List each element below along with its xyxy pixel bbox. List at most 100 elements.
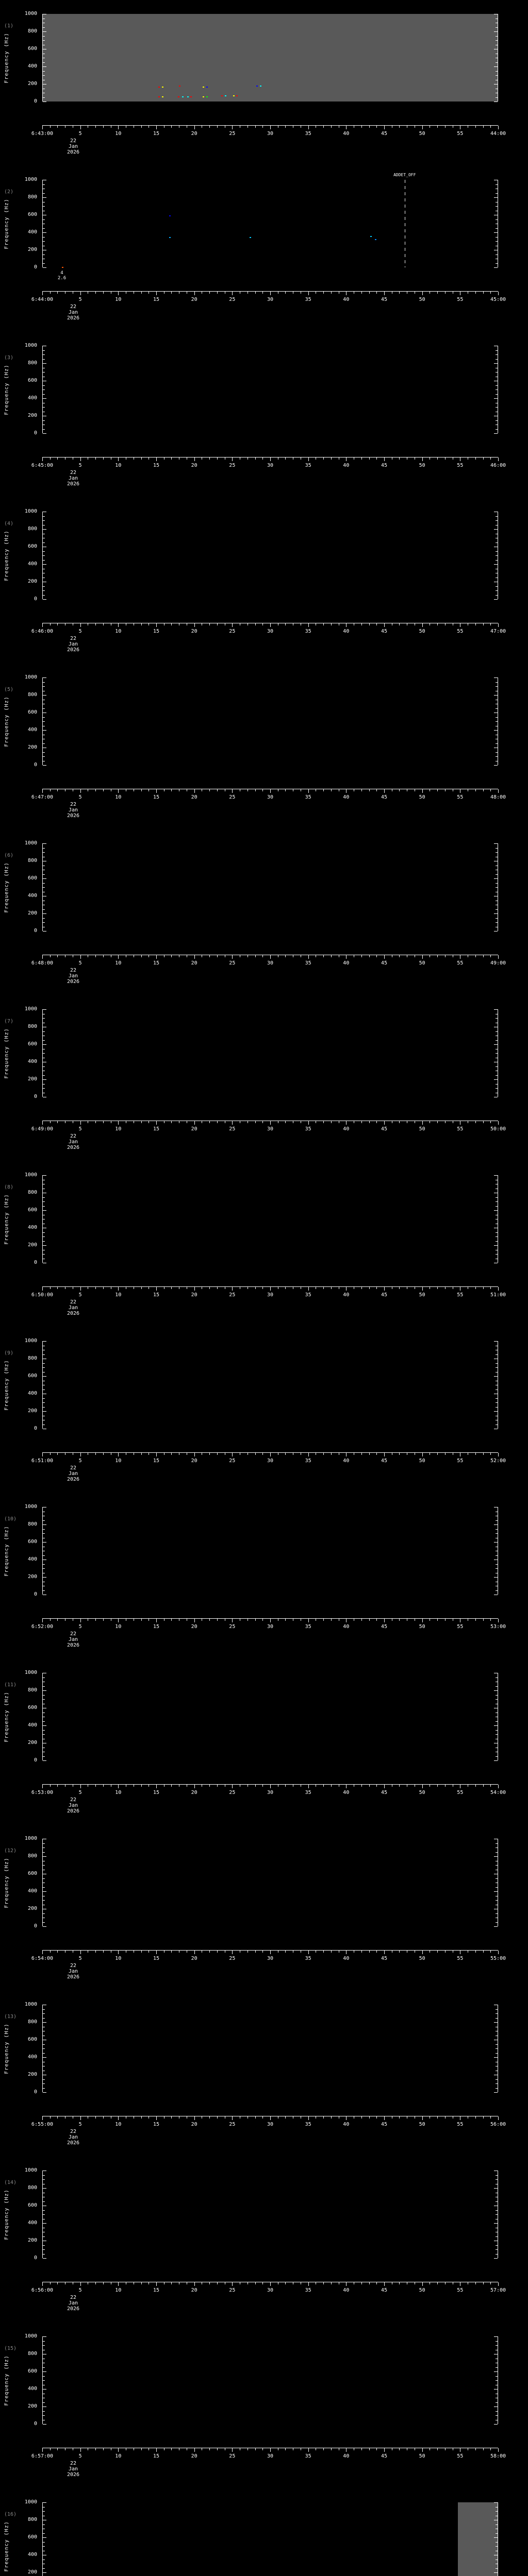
plot-area bbox=[42, 512, 498, 600]
y-tick-label: 200 bbox=[27, 413, 37, 418]
y-tick-labels: 0 200 400 600 800 1000 bbox=[0, 675, 40, 768]
y-tick bbox=[496, 1241, 498, 1242]
x-tick bbox=[42, 126, 43, 129]
x-tick-label: 50 bbox=[419, 2122, 425, 2127]
x-tick bbox=[490, 126, 491, 128]
y-tick bbox=[496, 2236, 498, 2237]
y-tick-label: 0 bbox=[34, 2089, 37, 2095]
x-tick bbox=[217, 292, 218, 294]
x-tick bbox=[118, 1785, 119, 1788]
x-tick-labels: 6:56:00 5 10 15 20 25 30 35 40 45 50 55 57:00 bbox=[0, 2288, 528, 2295]
x-tick bbox=[498, 126, 499, 129]
x-tick bbox=[141, 1619, 142, 1621]
y-tick bbox=[496, 595, 498, 596]
panel-5: (5) Frequency (Hz) 0 200 400 600 800 1000 6:47:0… bbox=[0, 664, 528, 829]
y-tick bbox=[494, 1341, 498, 1342]
x-tick bbox=[369, 2282, 370, 2284]
x-tick bbox=[270, 2448, 271, 2452]
x-tick-label: 50 bbox=[419, 794, 425, 800]
date-label-line: Jan bbox=[68, 310, 78, 315]
x-tick bbox=[323, 457, 324, 460]
x-tick bbox=[95, 1453, 96, 1455]
x-tick bbox=[50, 126, 51, 128]
x-tick bbox=[262, 955, 263, 957]
x-tick bbox=[399, 1453, 400, 1455]
y-tick bbox=[496, 2018, 498, 2019]
y-tick bbox=[43, 359, 45, 360]
x-tick-label: 40 bbox=[343, 463, 350, 468]
x-tick bbox=[422, 1951, 423, 1954]
panel-index-label: (1) bbox=[4, 23, 14, 29]
x-tick bbox=[209, 126, 210, 128]
y-tick bbox=[494, 1175, 498, 1176]
x-tick-label: 25 bbox=[229, 794, 236, 800]
x-tick bbox=[148, 1785, 150, 1787]
plot-area bbox=[42, 677, 498, 766]
x-tick bbox=[369, 955, 370, 957]
x-tick-label: 45 bbox=[381, 297, 388, 302]
x-tick-label: 6:48:00 bbox=[31, 960, 54, 966]
y-tick bbox=[43, 1402, 45, 1403]
x-tick bbox=[331, 2448, 332, 2450]
y-tick bbox=[43, 1175, 46, 1176]
y-tick bbox=[496, 354, 498, 355]
x-tick bbox=[148, 1287, 150, 1289]
x-tick bbox=[42, 955, 43, 959]
y-tick bbox=[43, 1699, 45, 1700]
x-tick-label: 40 bbox=[343, 1790, 350, 1795]
y-tick bbox=[43, 36, 45, 37]
x-tick-label: 15 bbox=[153, 2287, 160, 2293]
x-tick bbox=[156, 1785, 157, 1788]
x-tick bbox=[369, 623, 370, 625]
x-tick bbox=[361, 1287, 362, 1289]
x-tick bbox=[376, 1951, 377, 1953]
x-tick bbox=[141, 1453, 142, 1455]
y-tick bbox=[43, 883, 45, 884]
x-tick bbox=[490, 1785, 491, 1787]
y-tick-label: 600 bbox=[27, 1871, 37, 1876]
plot-area bbox=[42, 2005, 498, 2093]
x-tick-label: 10 bbox=[115, 463, 122, 468]
y-tick bbox=[494, 267, 498, 268]
x-tick bbox=[217, 2116, 218, 2119]
y-tick bbox=[43, 555, 45, 556]
x-tick bbox=[437, 623, 438, 625]
x-tick bbox=[42, 292, 43, 295]
x-tick bbox=[57, 1287, 58, 1289]
y-tick-label: 600 bbox=[27, 709, 37, 715]
x-tick bbox=[171, 1287, 172, 1289]
y-tick-label: 200 bbox=[27, 579, 37, 584]
x-tick-label: 30 bbox=[267, 2122, 274, 2127]
y-tick-labels: 0 200 400 600 800 1000 bbox=[0, 1504, 40, 1597]
date-label-line: 2026 bbox=[67, 2140, 80, 2146]
x-tick bbox=[475, 1951, 476, 1953]
x-tick-label: 25 bbox=[229, 131, 236, 137]
x-tick-label: 5 bbox=[78, 2287, 82, 2293]
x-tick bbox=[255, 1453, 256, 1455]
x-tick bbox=[232, 1619, 233, 1622]
y-tick-labels: 0 200 400 600 800 1000 bbox=[0, 1836, 40, 1929]
date-label-line: 2026 bbox=[67, 979, 80, 985]
x-tick-label: 6:45:00 bbox=[31, 463, 54, 468]
date-label-line: 2026 bbox=[67, 1311, 80, 1316]
x-tick bbox=[437, 1785, 438, 1787]
panel-16: (16)Frequency (Hz)020040060080010006:58:… bbox=[0, 2488, 528, 2576]
x-tick bbox=[148, 1951, 150, 1953]
y-tick bbox=[494, 1044, 498, 1045]
x-tick-label: 10 bbox=[115, 297, 122, 302]
x-tick-label: 6:54:00 bbox=[31, 1956, 54, 1961]
y-tick bbox=[496, 2088, 498, 2089]
x-tick bbox=[42, 1951, 43, 1954]
x-tick bbox=[483, 292, 484, 294]
x-tick bbox=[444, 1121, 446, 1123]
x-tick bbox=[209, 1121, 210, 1123]
x-tick bbox=[308, 1951, 309, 1954]
y-tick bbox=[496, 2524, 498, 2525]
y-tick bbox=[43, 1088, 45, 1089]
y-tick-label: 600 bbox=[27, 1705, 37, 1710]
x-tick-label: 15 bbox=[153, 1292, 160, 1298]
x-tick bbox=[194, 1453, 195, 1456]
y-tick-label: 1000 bbox=[24, 177, 37, 182]
date-label-line: Jan bbox=[68, 973, 78, 979]
date-label-line: 2026 bbox=[67, 1477, 80, 1482]
